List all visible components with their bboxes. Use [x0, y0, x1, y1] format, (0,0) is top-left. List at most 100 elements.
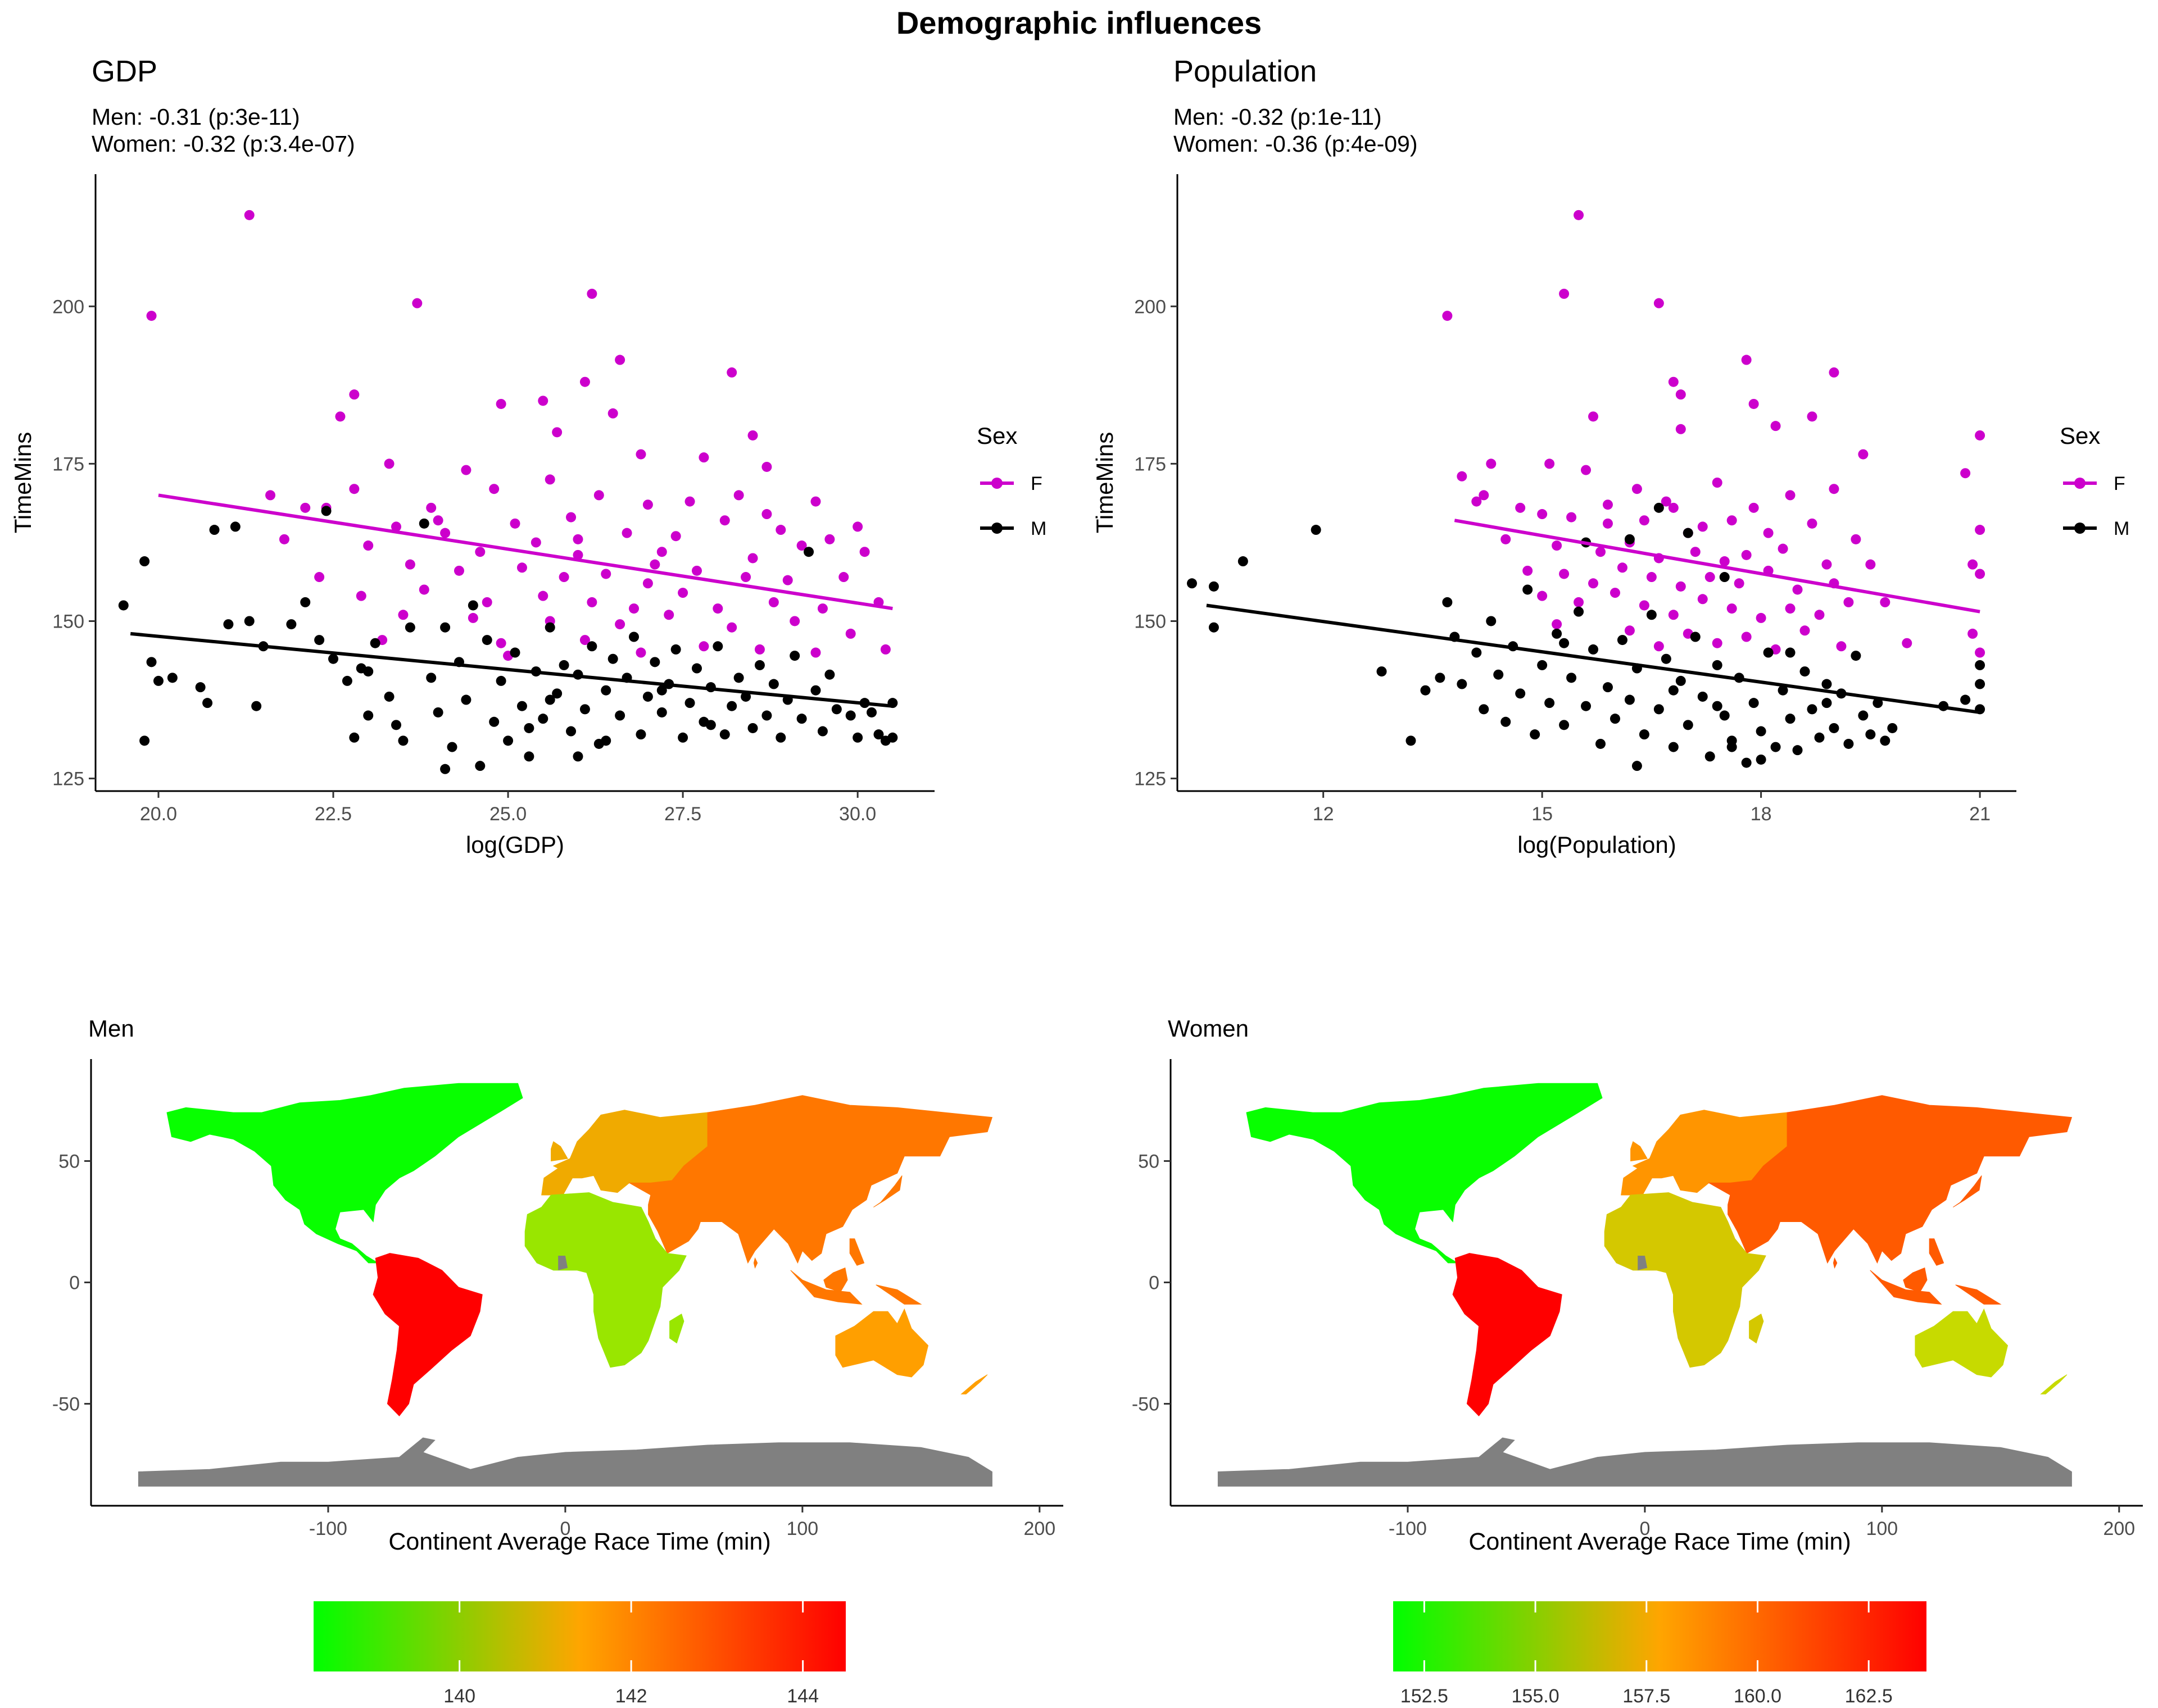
point-men [1807, 704, 1817, 715]
point-men [370, 638, 380, 648]
figure-title: Demographic influences [896, 5, 1262, 40]
point-men [545, 622, 555, 633]
region-asia [628, 1095, 993, 1264]
panel-title: GDP [92, 54, 157, 88]
point-men [1479, 704, 1489, 715]
point-men [1792, 745, 1803, 756]
point-women [1610, 588, 1620, 598]
point-men [587, 641, 597, 652]
point-women [699, 641, 709, 652]
region-greenland-like-arctic-isle [1418, 1102, 1456, 1118]
point-women [552, 427, 563, 438]
point-men [1186, 578, 1197, 589]
point-women [1967, 559, 1978, 570]
point-men [223, 619, 234, 630]
point-women [468, 612, 478, 623]
point-women [810, 647, 821, 658]
point-women [349, 484, 360, 494]
point-women [426, 502, 437, 513]
point-women [489, 484, 500, 494]
point-men [1960, 694, 1971, 705]
point-women [1975, 430, 1985, 440]
point-men [1581, 701, 1592, 711]
point-men [1763, 647, 1774, 658]
point-women [587, 288, 597, 299]
x-tick-label: 200 [2103, 1518, 2135, 1539]
point-men [1668, 685, 1679, 696]
point-women [656, 547, 667, 557]
point-women [1675, 581, 1686, 592]
point-men [796, 714, 807, 724]
legend-title: Sex [2060, 423, 2100, 449]
point-men [1610, 714, 1620, 724]
point-women [1712, 478, 1722, 488]
point-women [1799, 625, 1810, 636]
point-men [1683, 528, 1693, 538]
point-women [1581, 465, 1592, 475]
point-women [1843, 597, 1854, 607]
point-women [516, 562, 527, 573]
point-men [1675, 675, 1686, 686]
point-women [768, 597, 779, 607]
point-women [853, 521, 863, 532]
point-men [1566, 673, 1577, 683]
point-men [1624, 694, 1635, 705]
point-men [776, 732, 786, 743]
point-men [1668, 742, 1679, 752]
point-men [601, 685, 611, 696]
point-men [447, 742, 457, 752]
point-women [601, 569, 611, 579]
point-men [244, 616, 255, 626]
point-women [733, 490, 744, 501]
point-women [622, 528, 632, 538]
point-women [314, 572, 325, 583]
point-men [1486, 616, 1497, 626]
legend-label: M [1031, 518, 1046, 539]
color-legend-tick-label: 140 [443, 1686, 475, 1707]
color-legend-title: Continent Average Race Time (min) [1468, 1528, 1851, 1555]
point-women [1639, 515, 1649, 526]
point-women [538, 590, 548, 601]
point-women [1471, 496, 1482, 507]
point-women [391, 521, 401, 532]
point-women [265, 490, 276, 501]
point-women [398, 610, 409, 620]
region-missing-data [1638, 1256, 1648, 1270]
point-women [279, 534, 289, 544]
point-men [1552, 628, 1562, 639]
point-men [831, 704, 842, 715]
point-men [853, 732, 863, 743]
panel-map-men: Men -50 0 50 -100 0 100 200 Continent Average Ra… [52, 1015, 1063, 1707]
point-men [1712, 701, 1722, 711]
point-men [167, 673, 178, 683]
point-women [1704, 572, 1715, 583]
point-men [118, 600, 129, 611]
trend-line-m [130, 632, 893, 708]
region-sri-lanka [753, 1257, 758, 1269]
point-women [629, 603, 640, 614]
point-women [741, 572, 751, 583]
point-women [1880, 597, 1890, 607]
point-men [251, 701, 262, 711]
point-women [1763, 528, 1774, 538]
y-tick-label: 175 [1134, 453, 1166, 475]
point-men [810, 685, 821, 696]
point-women [1617, 562, 1627, 573]
point-women [782, 575, 793, 585]
y-tick-label: 150 [52, 611, 84, 632]
point-men [1208, 581, 1219, 592]
point-women [1442, 311, 1453, 321]
point-women [642, 499, 653, 510]
x-tick-label: 0 [1639, 1518, 1650, 1539]
point-women [1792, 584, 1803, 595]
point-men [1574, 606, 1584, 617]
point-men [1653, 502, 1664, 513]
point-women [1829, 484, 1839, 494]
y-tick-label: -50 [1132, 1394, 1159, 1415]
point-men [1420, 685, 1431, 696]
sex-legend: Sex F M [977, 423, 1046, 539]
point-men [1376, 666, 1387, 677]
legend-key-point [991, 478, 1003, 489]
region-asia [1707, 1095, 2073, 1264]
point-women [573, 534, 583, 544]
